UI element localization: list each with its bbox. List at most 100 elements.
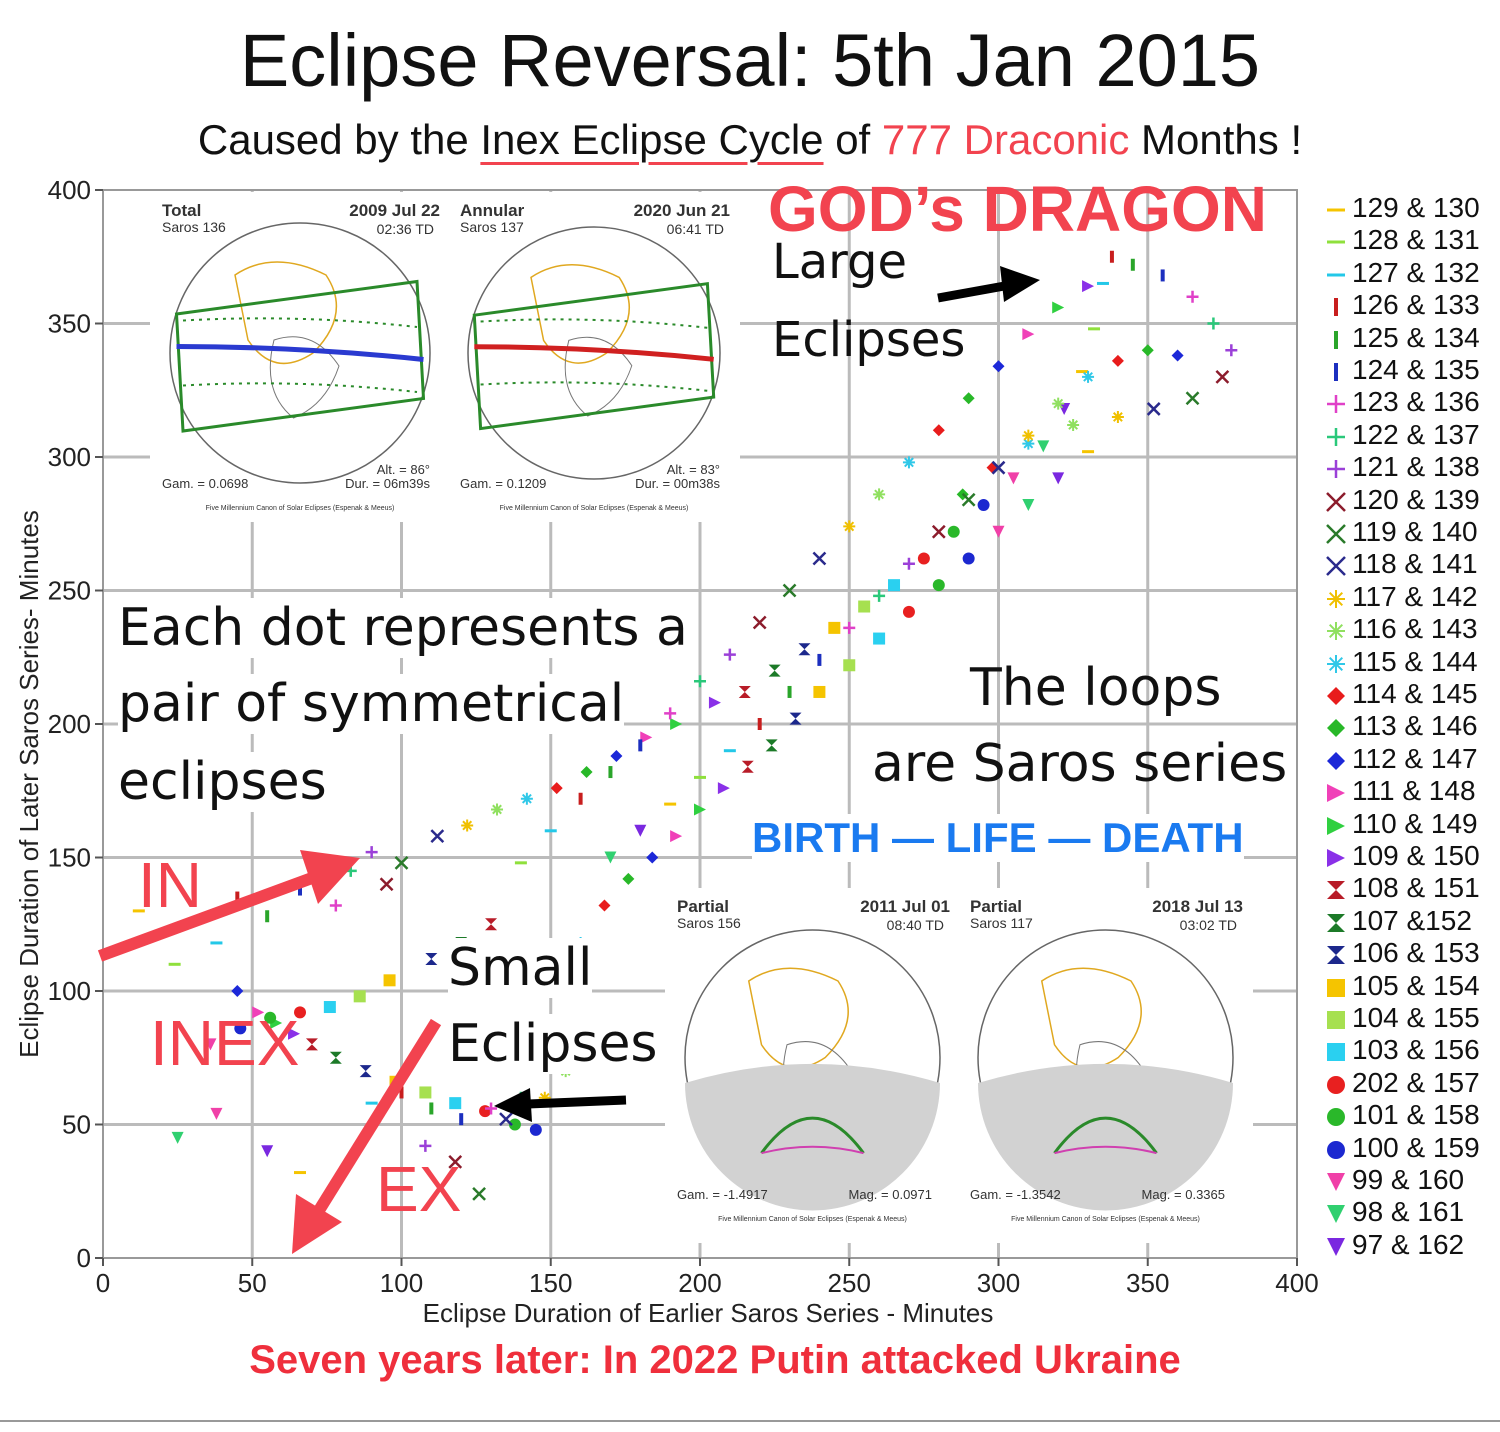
data-point (902, 557, 915, 570)
x-tick-label: 300 (977, 1268, 1020, 1298)
scatter-chart: 0 50 100 150 200 250 300 350 400 0 50 100 150 200 250 3… (14, 175, 1319, 1328)
legend-marker-icon (1327, 1075, 1345, 1094)
data-point (1111, 410, 1124, 423)
legend-label: 126 & 133 (1352, 289, 1480, 321)
inex-label: INEX (150, 1007, 300, 1079)
x-tick-label: 250 (828, 1268, 871, 1298)
loops-line-1: The loops (970, 658, 1222, 718)
data-point (813, 685, 826, 698)
x-tick-label: 0 (96, 1268, 110, 1298)
data-point (932, 579, 945, 592)
data-point (394, 855, 409, 870)
data-point (580, 766, 593, 779)
legend-marker-icon (1327, 816, 1345, 835)
data-point (640, 731, 653, 744)
data-point (694, 675, 706, 688)
data-point (359, 1065, 372, 1078)
dotted-contour (480, 381, 708, 392)
legend-label: 113 & 146 (1352, 710, 1478, 742)
data-point (986, 461, 999, 474)
penumbra-boundary (174, 279, 426, 433)
data-point (992, 360, 1005, 373)
legend-marker-icon (1327, 1237, 1345, 1256)
globe-outline (169, 222, 431, 484)
y-tick-label: 300 (48, 442, 91, 472)
subtitle-part-c: of (823, 116, 882, 163)
continent-outline (234, 261, 338, 365)
data-point (1111, 354, 1124, 367)
data-point (843, 659, 856, 672)
central-path (474, 344, 714, 362)
legend-marker-icon (1327, 395, 1345, 414)
legend-marker-icon (1327, 460, 1345, 479)
data-point (479, 1105, 492, 1118)
data-point (992, 525, 1005, 538)
legend-marker (1327, 427, 1345, 446)
x-tick-label: 200 (678, 1268, 721, 1298)
y-tick-label: 200 (48, 709, 91, 739)
data-points (132, 250, 1238, 1201)
data-point (419, 1086, 432, 1099)
data-point (520, 792, 533, 805)
x-tick-label: 400 (1275, 1268, 1318, 1298)
data-point (694, 803, 706, 816)
x-tick-label: 50 (238, 1268, 267, 1298)
map-gamma: Gam. = -1.4917 (677, 1187, 768, 1202)
legend-label: 202 & 157 (1352, 1066, 1480, 1098)
data-point (768, 664, 781, 677)
legend-label: 99 & 160 (1352, 1164, 1465, 1195)
legend-marker (1327, 687, 1345, 705)
penumbra-boundary (1053, 1116, 1158, 1155)
legend-label: 120 & 139 (1352, 483, 1480, 515)
legend-label: 100 & 159 (1352, 1131, 1480, 1163)
map-date: 2020 Jun 21 (634, 201, 730, 220)
legend-label: 119 & 140 (1352, 516, 1478, 547)
data-point (499, 1112, 513, 1127)
data-point (812, 551, 827, 566)
data-point (752, 615, 767, 630)
chart-axes: 0 50 100 150 200 250 300 350 400 0 50 100 150 200 250 3… (14, 175, 1319, 1328)
legend-label: 117 & 142 (1352, 580, 1478, 612)
data-point (234, 1022, 247, 1035)
legend-marker (1327, 1140, 1345, 1159)
legend-marker (1327, 1043, 1345, 1062)
legend-marker (1327, 460, 1345, 479)
map-saros: Saros 136 (162, 219, 226, 235)
legend-label: 123 & 136 (1352, 386, 1480, 418)
legend-label: 110 & 149 (1352, 807, 1478, 839)
subtitle-part-e: Months ! (1129, 116, 1303, 163)
chart-title: Eclipse Reversal: 5th Jan 2015 (239, 19, 1261, 102)
arrow-in (97, 850, 360, 962)
legend-marker (1327, 589, 1345, 608)
night-shade (978, 1063, 1233, 1211)
data-point (610, 750, 623, 763)
data-point (723, 648, 736, 661)
legend-marker-icon (1327, 719, 1345, 738)
subtitle-draconic: 777 Draconic (881, 116, 1130, 163)
data-point (261, 1145, 274, 1158)
legend-marker-icon (1327, 589, 1345, 608)
data-point (288, 1027, 301, 1040)
legend-marker (1326, 524, 1346, 544)
legend-label: 118 & 141 (1352, 548, 1478, 580)
data-point (634, 824, 647, 837)
legend-label: 115 & 144 (1352, 645, 1478, 677)
data-point (231, 985, 244, 997)
y-tick-label: 350 (48, 309, 91, 339)
legend-label: 114 & 145 (1352, 678, 1478, 709)
data-point (264, 1011, 277, 1024)
legend-label: 116 & 143 (1352, 613, 1478, 645)
legend-marker-icon (1326, 491, 1346, 512)
data-point (430, 829, 445, 844)
data-point (425, 952, 438, 965)
map-duration: Dur. = 06m39s (345, 476, 430, 491)
y-tick-label: 100 (48, 976, 91, 1006)
large-label: Large (772, 234, 908, 290)
penumbra-boundary (472, 281, 716, 431)
data-point (1215, 370, 1230, 384)
map-eclipse-type: Partial (677, 897, 729, 916)
data-point (843, 520, 856, 533)
legend-marker-icon (1326, 524, 1346, 544)
